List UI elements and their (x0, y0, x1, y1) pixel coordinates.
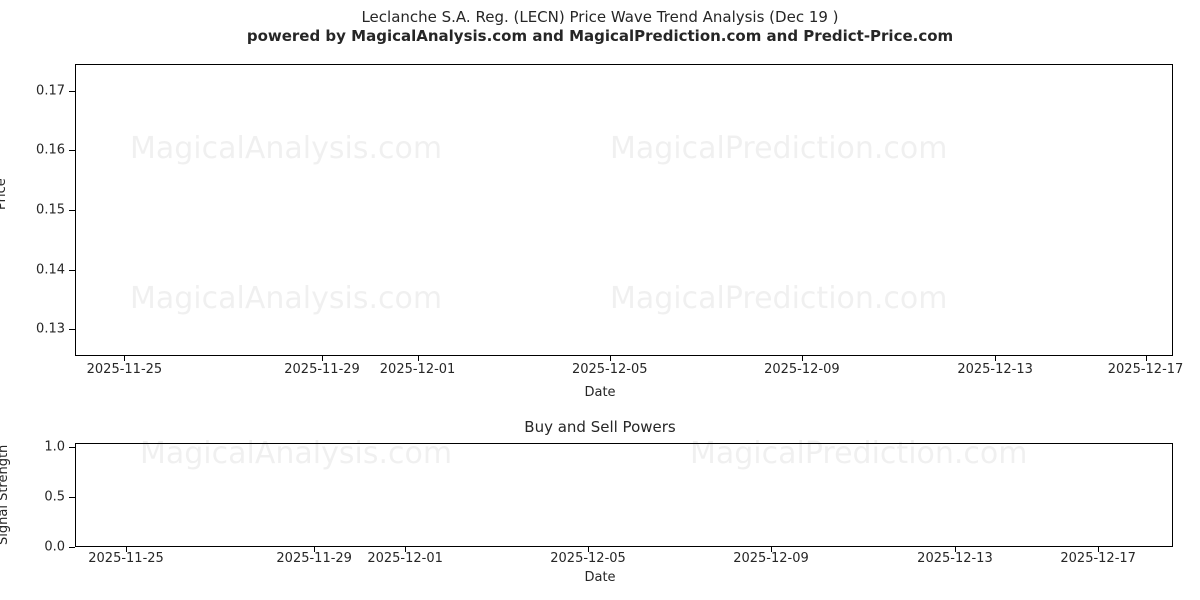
price-x-tick-label: 2025-12-01 (379, 362, 456, 377)
signal-y-tick-mark (69, 447, 75, 448)
price-y-tick-mark (69, 150, 75, 152)
signal-x-tick-mark (126, 547, 128, 552)
page-title: Leclanche S.A. Reg. (LECN) Price Wave Tr… (361, 8, 839, 26)
price-x-tick-mark (801, 356, 803, 361)
price-y-tick-label: 0.15 (36, 202, 65, 218)
signal-x-tick-mark (588, 547, 590, 552)
price-x-tick-mark (124, 356, 126, 361)
price-y-tick-mark (69, 329, 75, 331)
price-x-tick-mark (609, 356, 611, 361)
price-chart-panel (75, 64, 1173, 356)
price-x-tick-label: 2025-11-25 (86, 362, 163, 377)
price-x-tick-label: 2025-12-05 (571, 362, 648, 377)
price-x-tick-label: 2025-11-29 (284, 362, 360, 377)
price-y-tick-label: 0.17 (36, 83, 65, 99)
price-chart-frame (75, 64, 1173, 356)
signal-x-tick-mark (1098, 547, 1100, 552)
signal-y-axis-label: Signal Strength (0, 444, 11, 545)
price-y-tick-mark (69, 90, 75, 92)
signal-x-tick-label: 2025-12-09 (733, 551, 809, 566)
signal-chart-panel (75, 443, 1173, 547)
price-x-tick-label: 2025-12-09 (764, 362, 840, 377)
price-y-tick-label: 0.16 (36, 142, 65, 158)
price-x-tick-mark (322, 356, 324, 361)
price-y-tick-label: 0.14 (36, 262, 65, 278)
price-y-axis-label: Price (0, 178, 9, 210)
signal-x-tick-label: 2025-12-13 (917, 551, 993, 566)
page-subtitle: powered by MagicalAnalysis.com and Magic… (246, 27, 954, 45)
signal-x-tick-label: 2025-11-25 (88, 551, 164, 566)
signal-y-tick-label: 1.0 (44, 439, 65, 455)
signal-y-tick-label: 0.5 (44, 489, 65, 505)
price-y-tick-mark (69, 269, 75, 271)
signal-x-tick-mark (954, 547, 956, 552)
price-y-tick-mark (69, 210, 75, 211)
signal-chart-frame (75, 443, 1173, 547)
signal-x-axis-label: Date (584, 570, 616, 585)
price-y-tick-label: 0.13 (36, 321, 65, 337)
chart-title-block: Leclanche S.A. Reg. (LECN) Price Wave Tr… (0, 8, 1200, 46)
price-x-tick-mark (1145, 356, 1147, 361)
price-x-axis-label: Date (584, 385, 616, 400)
signal-x-tick-mark (770, 547, 772, 552)
signal-x-tick-label: 2025-12-01 (367, 551, 443, 566)
signal-x-tick-label: 2025-11-29 (276, 551, 352, 566)
signal-y-tick-mark (69, 547, 75, 548)
signal-y-tick-mark (69, 497, 75, 498)
price-x-tick-mark (995, 356, 997, 361)
price-x-tick-mark (417, 356, 419, 361)
signal-x-tick-mark (405, 547, 407, 552)
signal-chart-title: Buy and Sell Powers (524, 418, 676, 436)
signal-y-tick-label: 0.0 (44, 539, 65, 555)
signal-x-tick-label: 2025-12-05 (550, 551, 626, 566)
signal-x-tick-mark (314, 547, 316, 552)
signal-x-tick-label: 2025-12-17 (1060, 551, 1136, 566)
price-x-tick-label: 2025-12-17 (1107, 362, 1184, 377)
price-x-tick-label: 2025-12-13 (957, 362, 1033, 377)
